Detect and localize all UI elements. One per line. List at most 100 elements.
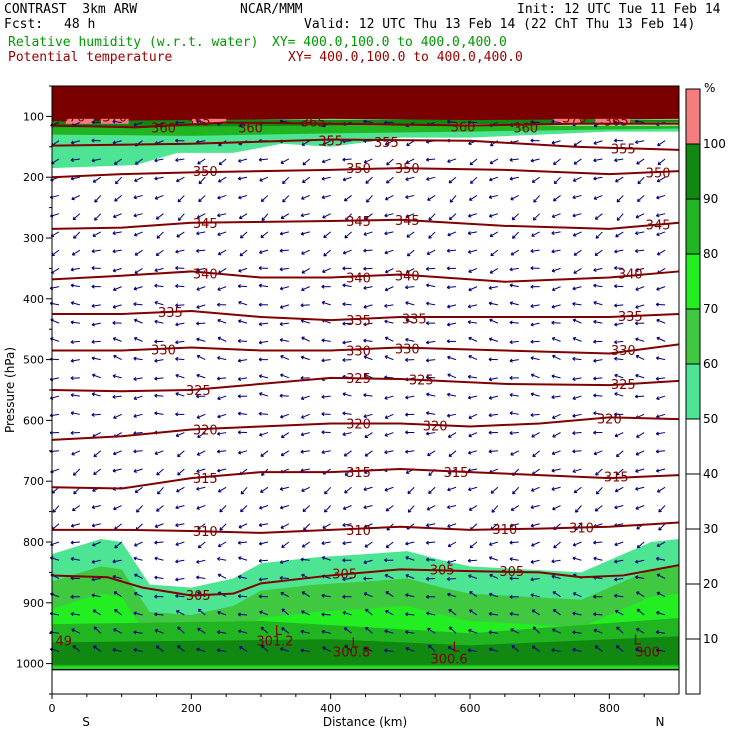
wind-arrow [154, 376, 164, 381]
wind-arrow [134, 267, 143, 274]
wind-arrow [70, 320, 80, 325]
wind-arrow [572, 541, 582, 547]
theta-contours [51, 121, 680, 671]
wind-arrow [614, 559, 624, 564]
theta-contour-310 [52, 521, 680, 534]
wind-arrow [384, 395, 394, 400]
wind-arrow [574, 505, 582, 513]
min-value-label: 300.6 [430, 653, 467, 668]
wind-arrow [510, 628, 519, 634]
wind-arrow [531, 432, 540, 438]
wind-arrow [177, 213, 185, 221]
upper-saturated-cap [52, 86, 679, 122]
wind-arrow [196, 647, 206, 652]
wind-arrow [613, 303, 624, 308]
wind-arrow [595, 468, 603, 476]
x-right-end-label: N [656, 715, 665, 729]
wind-arrow [426, 392, 436, 397]
wind-arrow [634, 394, 645, 399]
wind-arrow [175, 541, 185, 547]
wind-arrow [593, 430, 603, 435]
wind-arrow [613, 412, 624, 417]
wind-arrow [260, 626, 269, 634]
contour-label-305: 305 [499, 565, 524, 580]
wind-arrow [92, 541, 101, 547]
contour-label-365: 365 [301, 115, 326, 130]
wind-arrow [614, 432, 624, 438]
model-title: CONTRAST 3km ARW [4, 2, 138, 17]
wind-arrow [133, 556, 143, 561]
wind-arrow [467, 558, 478, 563]
contour-label-330: 330 [346, 344, 371, 359]
wind-arrow [363, 285, 373, 290]
wind-arrow [635, 505, 645, 510]
wind-arrow [552, 505, 561, 511]
wind-arrow [301, 249, 310, 255]
wind-arrow [530, 505, 540, 510]
contour-label-305: 305 [430, 563, 455, 578]
wind-arrow [572, 336, 582, 342]
wind-arrow [467, 304, 478, 309]
wind-arrow [593, 300, 603, 306]
wind-arrow [447, 559, 457, 565]
wind-arrow [384, 432, 394, 437]
colorbar: 10 20 30 40 50 60 70 80 90 100% [685, 81, 726, 695]
wind-arrow [553, 176, 561, 185]
wind-arrow [133, 318, 143, 324]
contour-label-330: 330 [395, 343, 420, 358]
wind-arrow [467, 231, 478, 236]
wind-arrow [93, 626, 102, 634]
colorbar-band-70 [686, 254, 700, 309]
wind-arrow [217, 468, 227, 473]
upper-moist-layer [52, 86, 679, 169]
contour-label-320: 320 [597, 413, 622, 428]
wind-arrow [175, 505, 185, 510]
wind-arrow [177, 626, 185, 634]
wind-arrow [279, 267, 289, 272]
wind-arrow [448, 609, 457, 616]
wind-arrow [70, 411, 80, 416]
wind-arrow [490, 249, 499, 257]
wind-arrow [155, 213, 164, 220]
wind-arrow [281, 627, 290, 634]
wind-arrow [322, 267, 331, 274]
wind-arrow [154, 594, 164, 599]
wind-arrow [133, 302, 143, 307]
wind-arrow [405, 318, 415, 324]
wind-arrow [344, 644, 352, 652]
wind-arrow [342, 249, 352, 255]
wind-arrow [469, 158, 478, 166]
wind-arrow [133, 336, 143, 342]
wind-arrow [636, 158, 645, 165]
wind-arrow [280, 413, 290, 419]
wind-arrow [656, 231, 666, 237]
wind-arrow [258, 541, 269, 546]
wind-arrow [71, 194, 81, 201]
wind-arrow [384, 648, 394, 653]
wind-arrow [572, 431, 582, 436]
colorbar-label: 100 [703, 137, 726, 151]
wind-arrow [509, 523, 519, 528]
valid-time: Valid: 12 UTC Thu 13 Feb 14 (22 ChT Thu … [304, 17, 696, 32]
theta-contour-330 [52, 343, 680, 355]
wind-arrow [405, 337, 415, 342]
wind-arrow [615, 176, 624, 183]
wind-arrow [344, 231, 352, 239]
wind-arrow [468, 505, 478, 511]
wind-arrow [195, 394, 206, 399]
wind-arrow [238, 450, 248, 455]
wind-arrow [175, 559, 185, 564]
wind-arrow [635, 304, 645, 309]
bl-rh-90-100 [52, 636, 679, 665]
colorbar-band-90 [686, 144, 700, 199]
wind-arrow [635, 486, 645, 491]
theta-contour-355 [51, 138, 680, 151]
wind-arrow [593, 450, 603, 456]
wind-arrow [279, 231, 289, 236]
wind-arrow [510, 249, 520, 256]
wind-arrow [216, 630, 227, 635]
wind-arrow [112, 450, 122, 456]
wind-arrow [91, 577, 101, 582]
wind-arrow [593, 194, 603, 200]
